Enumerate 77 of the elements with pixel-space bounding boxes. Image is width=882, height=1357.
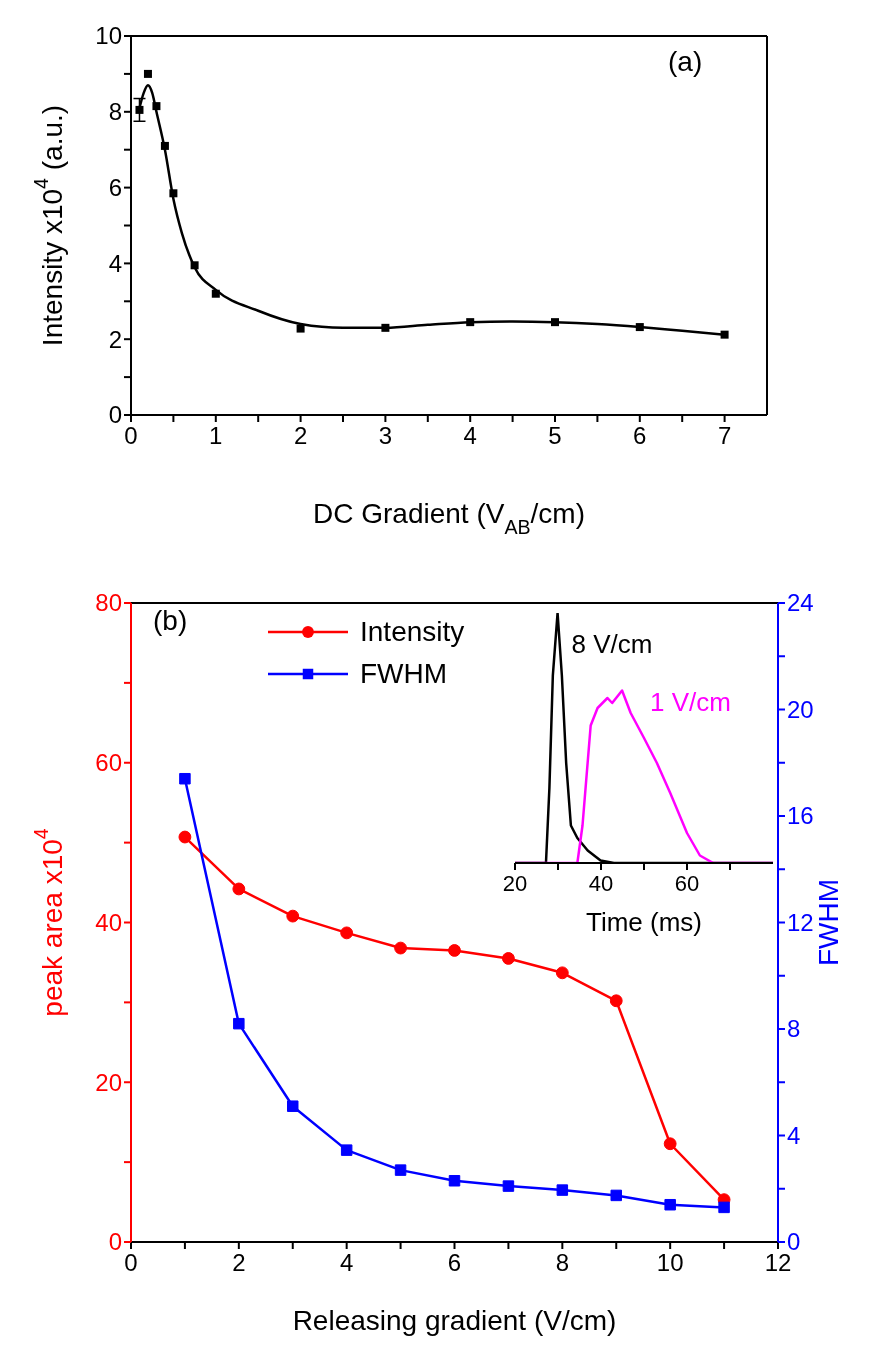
y-tick-label: 10 <box>95 22 122 50</box>
y-tick-label: 40 <box>95 908 122 936</box>
point <box>556 1184 569 1196</box>
x-tick-label: 7 <box>717 422 732 450</box>
annotation: (a) <box>668 46 703 78</box>
series-label: 8 V/cm <box>571 629 653 659</box>
point <box>232 882 246 896</box>
y2-tick-label: 20 <box>787 695 814 723</box>
point <box>178 830 192 844</box>
y-tick-label: 2 <box>108 325 122 353</box>
point <box>340 1144 353 1156</box>
point <box>720 330 729 339</box>
point <box>635 323 644 332</box>
x-tick-label: 60 <box>674 870 700 896</box>
y-tick-label: 20 <box>95 1068 122 1096</box>
x-axis-title: Time (ms) <box>585 907 703 937</box>
y2-tick-label: 8 <box>787 1015 801 1043</box>
x-tick-label: 5 <box>548 422 562 450</box>
point <box>609 994 623 1008</box>
point <box>135 105 144 114</box>
point <box>152 102 161 111</box>
x-tick-label: 6 <box>447 1249 462 1277</box>
point <box>394 941 407 955</box>
legend-label: FWHM <box>360 658 448 690</box>
point <box>169 189 178 198</box>
y-tick-label: 0 <box>108 401 122 429</box>
point <box>179 772 191 785</box>
point <box>551 318 559 327</box>
point <box>190 261 199 270</box>
point <box>394 1164 407 1176</box>
point <box>286 909 300 923</box>
x-tick-label: 12 <box>764 1249 792 1277</box>
x-tick-label: 1 <box>209 422 223 450</box>
point <box>718 1201 730 1214</box>
x-tick-label: 10 <box>656 1249 684 1277</box>
legend-label: Intensity <box>360 616 465 648</box>
point <box>160 141 169 150</box>
point <box>502 952 515 965</box>
point <box>340 926 354 940</box>
y2-tick-label: 16 <box>787 802 814 830</box>
y2-tick-label: 4 <box>787 1121 801 1149</box>
point <box>448 944 461 957</box>
point <box>296 324 305 333</box>
x-axis-title: Releasing gradient (V/cm) <box>292 1305 617 1336</box>
x-tick-label: 4 <box>339 1249 354 1277</box>
annotation: (b) <box>153 605 188 637</box>
point <box>663 1137 677 1151</box>
point <box>448 1175 461 1187</box>
point <box>664 1198 676 1211</box>
x-tick-label: 8 <box>555 1249 570 1277</box>
point <box>555 966 569 980</box>
y-tick-label: 80 <box>95 589 122 617</box>
point <box>502 1180 515 1192</box>
point <box>610 1189 622 1202</box>
point <box>466 318 475 327</box>
x-tick-label: 3 <box>378 422 393 450</box>
y-tick-label: 6 <box>108 174 122 201</box>
y-tick-label: 4 <box>108 249 122 277</box>
point <box>381 323 390 332</box>
x-tick-label: 2 <box>232 1249 246 1277</box>
y2-axis-title: FWHM <box>812 878 844 967</box>
x-tick-label: 6 <box>633 422 647 450</box>
x-tick-label: 40 <box>588 870 614 896</box>
point <box>233 1017 245 1030</box>
x-axis-title: DC Gradient (V$_{AB}$/cm) <box>313 498 585 538</box>
x-tick-label: 20 <box>502 870 528 896</box>
y2-tick-label: 12 <box>787 908 814 936</box>
series-label: 1 V/cm <box>650 686 731 717</box>
point <box>143 69 152 78</box>
point <box>211 289 220 298</box>
x-tick-label: 4 <box>463 422 477 450</box>
x-tick-label: 2 <box>293 422 308 450</box>
y-tick-label: 8 <box>108 98 122 126</box>
y-tick-label: 0 <box>108 1228 122 1256</box>
point <box>287 1100 299 1112</box>
y2-tick-label: 24 <box>787 589 814 617</box>
y-tick-label: 60 <box>95 749 122 777</box>
